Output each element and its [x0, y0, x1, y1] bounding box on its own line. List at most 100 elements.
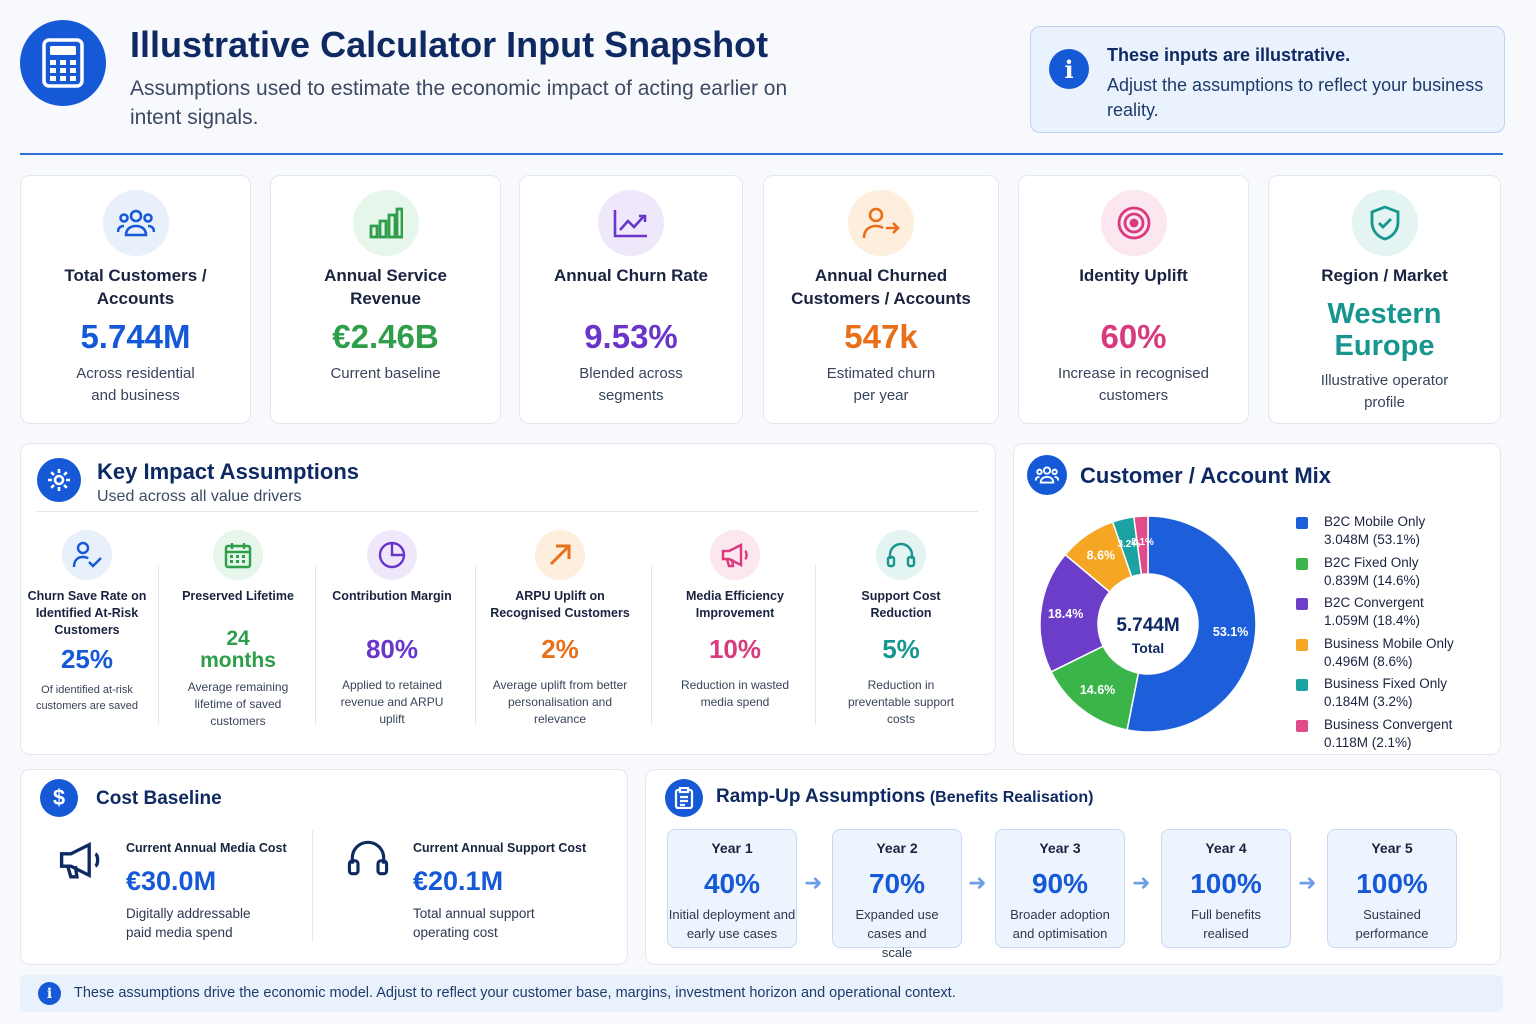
- arrow-right-icon: ➜: [968, 870, 987, 895]
- arrow-right-icon: ➜: [1298, 870, 1317, 895]
- kpi-sub: Across residential and business: [76, 365, 195, 404]
- driver-media-efficiency: Media Efficiency Improvement 10% Reducti…: [660, 530, 810, 730]
- ramp-year-desc: Full benefits realised: [1190, 907, 1262, 941]
- kpi-label: Annual Service Revenue: [324, 266, 447, 308]
- kpi-value: 60%: [1100, 318, 1167, 355]
- legend-value: 0.839M (14.6%): [1324, 572, 1421, 588]
- kpi-value: €2.46B: [332, 318, 439, 355]
- divider: [651, 565, 652, 725]
- driver-label: Media Efficiency Improvement: [686, 589, 784, 620]
- driver-preserved-lifetime: Preserved Lifetime 24 months Average rem…: [168, 530, 308, 730]
- driver-value: 25%: [60, 644, 114, 674]
- divider: [158, 565, 159, 725]
- driver-sub: Reduction in preventable support costs: [847, 678, 955, 726]
- mix-title: Customer / Account Mix: [1080, 463, 1331, 488]
- users-icon: [102, 190, 169, 256]
- legend-value: 3.048M (53.1%): [1324, 532, 1421, 547]
- impact-divider: [36, 511, 978, 512]
- calendar-icon: [213, 530, 263, 580]
- ramp-year-label: Year 4: [1205, 840, 1247, 856]
- kpi-sub: Increase in recognised customers: [1058, 365, 1209, 404]
- dollar-icon: $: [40, 779, 78, 817]
- driver-label: Contribution Margin: [332, 589, 452, 603]
- donut-slice-label: 2.1%: [1131, 537, 1154, 548]
- calculator-icon: [20, 20, 106, 106]
- divider: [315, 565, 316, 725]
- illustrative-notice: i These inputs are illustrative. Adjust …: [1030, 26, 1505, 133]
- driver-sub: Of identified at-risk customers are save…: [35, 684, 139, 712]
- kpi-label: Region / Market: [1321, 266, 1448, 285]
- ramp-year-desc: Expanded use cases and scale: [855, 907, 939, 960]
- ramp-title-row: Ramp-Up Assumptions (Benefits Realisatio…: [716, 786, 1093, 808]
- headset-icon: [346, 838, 390, 883]
- users-icon: [1027, 455, 1067, 495]
- legend-label: Business Fixed Only: [1324, 676, 1448, 692]
- info-icon: i: [1049, 49, 1089, 89]
- notice-title: These inputs are illustrative.: [1107, 45, 1351, 65]
- kpi-card-revenue: Annual Service Revenue €2.46B Current ba…: [270, 175, 501, 424]
- legend-value: 0.496M (8.6%): [1324, 653, 1413, 669]
- cost-label: Current Annual Support Cost: [413, 841, 587, 855]
- cost-baseline-panel: [20, 769, 628, 965]
- kpi-value: Western Europe: [1327, 298, 1442, 362]
- kpi-label: Total Customers / Accounts: [64, 266, 207, 308]
- ramp-title-suffix: (Benefits Realisation): [929, 789, 1094, 806]
- cost-label: Current Annual Media Cost: [126, 841, 287, 855]
- cost-title: Cost Baseline: [96, 788, 222, 809]
- driver-label: Support Cost Reduction: [861, 589, 941, 620]
- impact-subtitle: Used across all value drivers: [97, 488, 302, 505]
- legend-value: 1.059M (18.4%): [1324, 613, 1421, 629]
- cost-value: €20.1M: [413, 866, 504, 896]
- divider: [815, 565, 816, 725]
- kpi-card-total-customers: Total Customers / Accounts 5.744M Across…: [20, 175, 251, 424]
- footer-note: i These assumptions drive the economic m…: [20, 975, 1503, 1012]
- driver-value: 24 months: [200, 627, 276, 672]
- driver-label: ARPU Uplift on Recognised Customers: [490, 589, 630, 620]
- driver-label: Preserved Lifetime: [182, 589, 294, 603]
- pie-icon: [367, 530, 417, 580]
- megaphone-icon: [710, 530, 760, 580]
- driver-sub: Applied to retained revenue and ARPU upl…: [340, 678, 444, 726]
- gear-icon: [37, 458, 81, 502]
- arrow-up-right-icon: [535, 530, 585, 580]
- impact-assumptions-panel: [20, 443, 996, 755]
- kpi-card-churned-customers: Annual Churned Customers / Accounts 547k…: [763, 175, 999, 424]
- page-title: Illustrative Calculator Input Snapshot: [130, 24, 769, 65]
- driver-sub: Reduction in wasted media spend: [680, 678, 790, 709]
- clipboard-icon: [665, 779, 703, 817]
- customer-mix-donut-chart: 53.1% 14.6% 18.4% 8.6%3.2%2.1%: [1039, 515, 1257, 733]
- donut-center-value: 5.744M: [1116, 615, 1180, 636]
- trend-line-icon: [598, 190, 664, 256]
- legend-label: B2C Convergent: [1324, 595, 1424, 611]
- driver-support-cost: Support Cost Reduction 5% Reduction in p…: [826, 530, 976, 730]
- page-subtitle: Assumptions used to estimate the economi…: [130, 77, 788, 129]
- shield-check-icon: [1351, 190, 1418, 256]
- donut-hole: [1098, 574, 1198, 674]
- kpi-sub: Blended across segments: [579, 365, 683, 404]
- user-check-icon: [62, 530, 112, 580]
- driver-arpu-uplift: ARPU Uplift on Recognised Customers 2% A…: [482, 530, 638, 730]
- divider: [312, 830, 313, 942]
- driver-sub: Average uplift from better personalisati…: [492, 678, 628, 726]
- ramp-year-desc: Initial deployment and early use cases: [668, 907, 796, 941]
- ramp-year-pct: 90%: [1031, 868, 1089, 899]
- legend-swatch: [1296, 679, 1308, 692]
- driver-contribution-margin: Contribution Margin 80% Applied to retai…: [320, 530, 464, 730]
- target-icon: [1100, 190, 1167, 256]
- driver-label: Churn Save Rate on Identified At-Risk Cu…: [27, 589, 147, 637]
- ramp-year-card: Year 1 40% Initial deployment and early …: [667, 829, 797, 948]
- legend-swatch: [1296, 557, 1308, 570]
- kpi-sub: Illustrative operator profile: [1320, 372, 1449, 411]
- arrow-right-icon: ➜: [804, 870, 823, 895]
- kpi-label: Identity Uplift: [1079, 266, 1188, 285]
- legend-label: Business Convergent: [1324, 717, 1453, 732]
- kpi-label: Annual Churn Rate: [554, 266, 708, 285]
- user-exit-icon: [848, 190, 914, 256]
- legend-label: B2C Mobile Only: [1324, 514, 1426, 529]
- cost-sub: Digitally addressable paid media spend: [126, 906, 251, 940]
- ramp-year-pct: 100%: [1190, 868, 1262, 899]
- ramp-year-pct: 70%: [868, 868, 926, 899]
- donut-slice-label: 18.4%: [1048, 607, 1083, 621]
- headset-icon: [876, 530, 926, 580]
- cost-value: €30.0M: [126, 866, 217, 896]
